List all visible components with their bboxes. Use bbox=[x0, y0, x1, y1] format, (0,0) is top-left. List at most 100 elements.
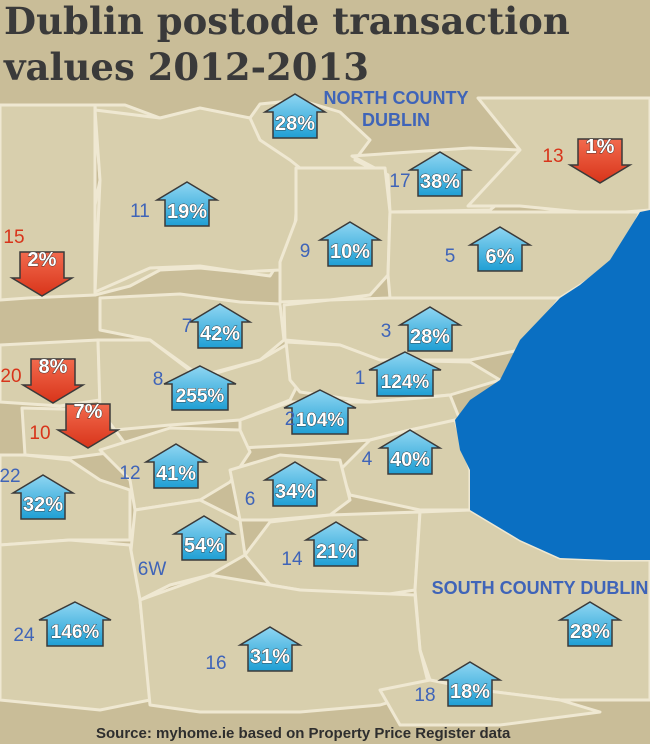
district-marker-4: 40% 4 bbox=[362, 429, 443, 475]
change-value: 41% bbox=[156, 463, 196, 485]
district-marker-22: 32%22 bbox=[0, 466, 76, 520]
district-code: 14 bbox=[281, 549, 303, 570]
district-code: 3 bbox=[381, 321, 392, 342]
change-value: 255% bbox=[176, 386, 225, 407]
arrow-up-icon bbox=[557, 601, 623, 647]
district-marker-20: 8% 20 bbox=[0, 356, 86, 404]
district-code: 24 bbox=[13, 625, 35, 646]
district-marker-9: 10% 9 bbox=[300, 221, 383, 267]
change-value: 1% bbox=[586, 136, 615, 158]
change-value: 104% bbox=[296, 410, 345, 431]
dublin-bay-sea bbox=[455, 210, 650, 560]
region-labels: NORTH COUNTY DUBLIN SOUTH COUNTY DUBLIN bbox=[324, 88, 649, 598]
district-code: 4 bbox=[362, 449, 373, 470]
district-marker-12: 41% 12 bbox=[119, 443, 209, 489]
change-value: 32% bbox=[23, 494, 63, 516]
south-county-label: SOUTH COUNTY DUBLIN bbox=[432, 578, 649, 598]
change-value: 8% bbox=[39, 356, 68, 378]
change-value: 28% bbox=[275, 113, 315, 135]
source-note: Source: myhome.ie based on Property Pric… bbox=[96, 725, 511, 742]
district-code: 6W bbox=[138, 559, 167, 580]
district-marker-region-0: 28% bbox=[262, 93, 328, 139]
change-value: 38% bbox=[420, 171, 460, 193]
change-value: 146% bbox=[51, 622, 100, 643]
change-value: 34% bbox=[275, 481, 315, 503]
arrow-up-icon bbox=[262, 93, 328, 139]
arrow-up-icon bbox=[368, 351, 442, 397]
district-marker-18: 18% 18 bbox=[414, 661, 503, 707]
arrow-up-icon bbox=[317, 221, 383, 267]
district-marker-region-20: 28% bbox=[557, 601, 623, 647]
change-value: 54% bbox=[184, 535, 224, 557]
arrow-up-icon bbox=[303, 521, 369, 567]
north-county-label-line-2: DUBLIN bbox=[362, 110, 430, 130]
arrow-up-icon bbox=[38, 601, 112, 647]
change-value: 19% bbox=[167, 201, 207, 223]
arrow-up-icon bbox=[187, 303, 253, 349]
change-value: 6% bbox=[486, 246, 515, 268]
district-marker-3: 28% 3 bbox=[381, 306, 463, 352]
district-code: 10 bbox=[29, 423, 50, 444]
district-marker-5: 6% 5 bbox=[445, 226, 533, 272]
arrow-down-icon bbox=[9, 251, 75, 297]
district-code: 17 bbox=[389, 171, 410, 192]
arrow-up-icon bbox=[171, 515, 237, 561]
change-value: 7% bbox=[74, 401, 103, 423]
arrow-down-icon bbox=[55, 403, 121, 449]
arrow-up-icon bbox=[143, 443, 209, 489]
district-marker-24: 146% 24 bbox=[13, 601, 112, 647]
district-marker-10: 7% 10 bbox=[29, 401, 121, 449]
title-line-1: Dublin postode transaction bbox=[4, 0, 570, 43]
district-marker-14: 21% 14 bbox=[281, 521, 369, 570]
district-code: 1 bbox=[355, 368, 366, 389]
district-code: 7 bbox=[182, 316, 193, 337]
arrow-up-icon bbox=[163, 365, 237, 411]
district-marker-6: 34% 6 bbox=[245, 461, 328, 510]
change-value: 28% bbox=[570, 621, 610, 643]
district-code: 13 bbox=[542, 146, 563, 167]
arrow-up-icon bbox=[437, 661, 503, 707]
district-marker-8: 255% 8 bbox=[153, 365, 237, 411]
district-marker-15: 2%15 bbox=[3, 227, 75, 297]
district-code: 9 bbox=[300, 241, 311, 262]
change-value: 28% bbox=[410, 326, 450, 348]
change-value: 21% bbox=[316, 541, 356, 563]
district-code: 18 bbox=[414, 685, 435, 706]
change-value: 2% bbox=[28, 249, 57, 271]
change-value: 31% bbox=[250, 646, 290, 668]
district-code: 8 bbox=[153, 369, 164, 390]
arrow-down-icon bbox=[20, 358, 86, 404]
district-marker-11: 19% 11 bbox=[130, 181, 220, 227]
change-value: 42% bbox=[200, 323, 240, 345]
arrow-up-icon bbox=[10, 474, 76, 520]
district-marker-13: 1% 13 bbox=[542, 136, 633, 184]
district-code: 5 bbox=[445, 246, 456, 267]
district-marker-17: 38% 17 bbox=[389, 151, 473, 197]
district-code: 11 bbox=[130, 201, 150, 222]
district-marker-6W: 54% 6W bbox=[138, 515, 237, 580]
change-value: 40% bbox=[390, 449, 430, 471]
district-code: 20 bbox=[0, 366, 21, 387]
arrow-up-icon bbox=[467, 226, 533, 272]
district-marker-7: 42% 7 bbox=[182, 303, 253, 349]
north-county-label-line-1: NORTH COUNTY bbox=[324, 88, 469, 108]
district-code: 12 bbox=[119, 463, 140, 484]
arrow-up-icon bbox=[154, 181, 220, 227]
district-code: 2 bbox=[285, 409, 296, 430]
map-title: Dublin postode transaction values 2012-2… bbox=[3, 0, 570, 89]
district-marker-1: 124% 1 bbox=[355, 351, 442, 397]
district-code: 15 bbox=[3, 227, 24, 248]
title-line-2: values 2012-2013 bbox=[3, 45, 369, 89]
arrow-down-icon bbox=[567, 138, 633, 184]
arrow-up-icon bbox=[377, 429, 443, 475]
arrow-up-icon bbox=[237, 626, 303, 672]
district-code: 22 bbox=[0, 466, 21, 487]
arrow-up-icon bbox=[262, 461, 328, 507]
arrow-up-icon bbox=[407, 151, 473, 197]
change-value: 10% bbox=[330, 241, 370, 263]
district-marker-2: 104%2 bbox=[283, 389, 357, 435]
district-code: 16 bbox=[205, 653, 226, 674]
arrow-up-icon bbox=[283, 389, 357, 435]
